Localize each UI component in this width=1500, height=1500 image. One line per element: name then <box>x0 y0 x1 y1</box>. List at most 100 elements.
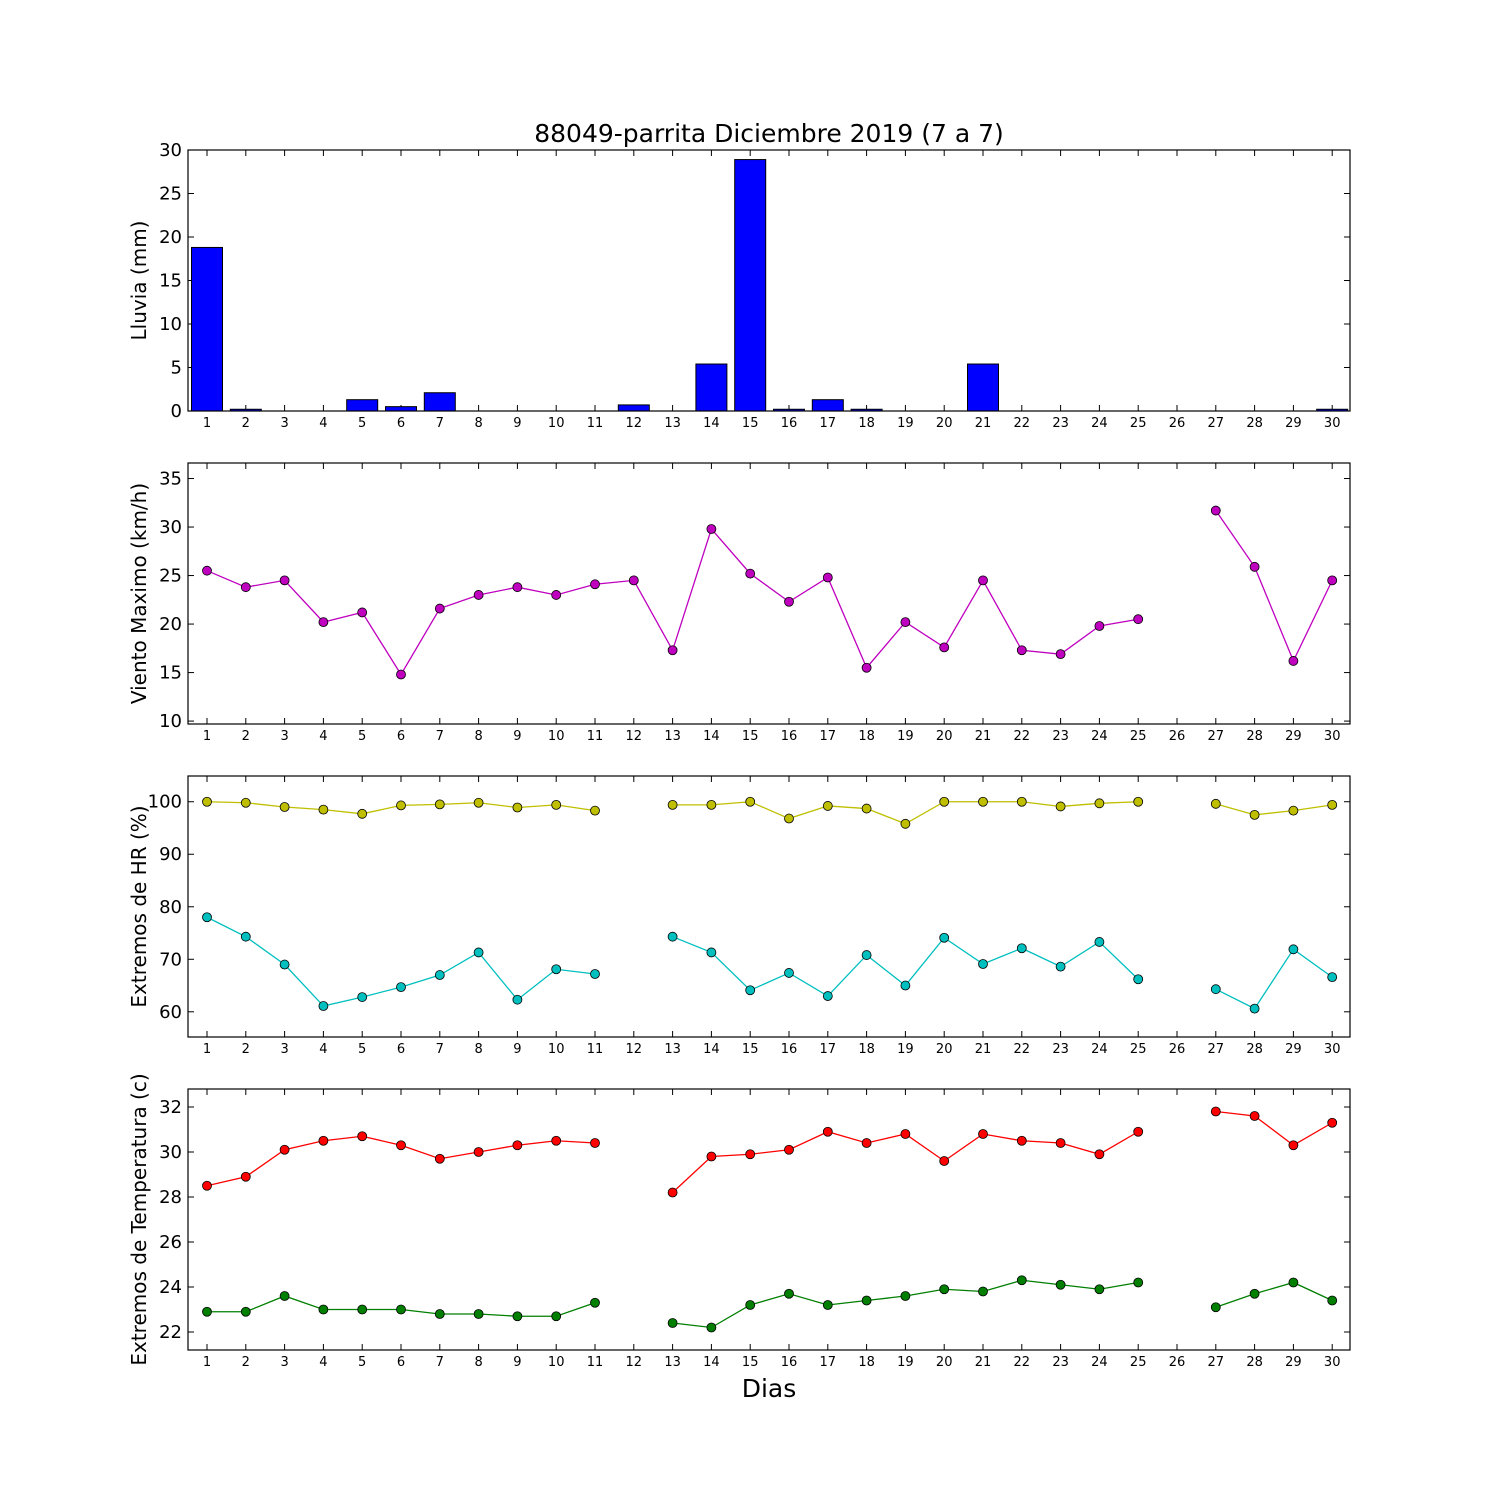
data-point-series-1-day-21 <box>978 796 988 807</box>
data-point-series-1-day-24 <box>1094 1149 1105 1160</box>
x-tick-label: 15 <box>742 729 759 744</box>
data-point-series-2-day-29 <box>1288 1277 1299 1288</box>
x-tick-label: 12 <box>626 416 643 431</box>
data-point-series-1-day-8 <box>473 1147 484 1157</box>
x-tick-label: 30 <box>1324 1042 1341 1057</box>
data-point-series-1-day-27 <box>1210 505 1221 516</box>
y-tick-label: 10 <box>159 314 182 335</box>
data-point-series-1-day-5 <box>357 607 368 618</box>
x-tick-label: 30 <box>1324 416 1341 431</box>
data-point-series-2-day-4 <box>318 1304 329 1315</box>
x-tick-label: 25 <box>1130 1355 1147 1370</box>
y-tick-label: 22 <box>159 1322 182 1343</box>
data-point-series-2-day-10 <box>551 964 562 975</box>
x-tick-label: 12 <box>626 1355 643 1370</box>
x-tick-label: 17 <box>820 416 837 431</box>
data-point-series-2-day-25 <box>1133 974 1144 985</box>
x-tick-label: 11 <box>587 1355 604 1370</box>
y-tick-label: 80 <box>159 897 182 918</box>
data-point-series-1-day-25 <box>1133 1126 1144 1137</box>
x-tick-label: 13 <box>664 1355 681 1370</box>
data-point-series-1-day-18 <box>861 803 872 814</box>
series-line-2 <box>1215 1281 1333 1308</box>
panel-frame <box>187 462 1351 725</box>
x-tick-label: 1 <box>203 1042 211 1057</box>
data-point-series-2-day-7 <box>434 1309 445 1319</box>
x-tick-label: 5 <box>358 1355 366 1370</box>
data-point-series-1-day-9 <box>512 1140 523 1151</box>
data-point-series-2-day-25 <box>1133 1277 1144 1288</box>
x-tick-label: 27 <box>1208 416 1225 431</box>
data-point-series-1-day-11 <box>590 805 600 816</box>
y-tick-label: 10 <box>159 711 182 732</box>
x-tick-label: 28 <box>1246 416 1263 431</box>
x-tick-label: 2 <box>242 729 250 744</box>
x-tick-label: 19 <box>897 1355 914 1370</box>
x-tick-label: 3 <box>280 416 288 431</box>
x-tick-label: 20 <box>936 729 953 744</box>
data-point-series-2-day-2 <box>240 1306 251 1317</box>
x-tick-label: 1 <box>203 416 211 431</box>
rain-bar-day-5 <box>346 399 379 412</box>
x-tick-label: 22 <box>1014 1042 1031 1057</box>
data-point-series-1-day-19 <box>900 818 911 829</box>
data-point-series-1-day-3 <box>279 802 290 812</box>
x-tick-label: 28 <box>1246 729 1263 744</box>
x-tick-label: 27 <box>1208 729 1225 744</box>
series-line-1 <box>1215 803 1333 816</box>
data-point-series-1-day-24 <box>1094 798 1105 809</box>
data-point-series-1-day-13 <box>667 645 678 656</box>
x-tick-label: 10 <box>548 1042 565 1057</box>
rain-bar-day-1 <box>191 246 223 412</box>
data-point-series-1-day-11 <box>590 579 600 590</box>
x-tick-label: 10 <box>548 416 565 431</box>
data-point-series-2-day-21 <box>978 959 988 969</box>
x-tick-label: 30 <box>1324 1355 1341 1370</box>
series-line-1 <box>672 1131 1139 1193</box>
x-tick-label: 6 <box>397 1042 405 1057</box>
x-tick-label: 24 <box>1091 416 1108 431</box>
x-tick-label: 11 <box>587 1042 604 1057</box>
data-point-series-1-day-15 <box>745 1149 756 1160</box>
series-line-1 <box>1215 1110 1333 1147</box>
x-tick-label: 8 <box>474 1042 482 1057</box>
x-tick-label: 19 <box>897 729 914 744</box>
data-point-series-1-day-20 <box>939 796 950 807</box>
data-point-series-2-day-27 <box>1210 1302 1221 1313</box>
y-tick-label: 26 <box>159 1232 182 1253</box>
data-point-series-2-day-5 <box>357 1304 368 1315</box>
x-tick-label: 28 <box>1246 1042 1263 1057</box>
data-point-series-1-day-25 <box>1133 614 1144 625</box>
x-tick-label: 29 <box>1285 1042 1302 1057</box>
data-point-series-2-day-1 <box>202 1306 212 1317</box>
x-tick-label: 25 <box>1130 729 1147 744</box>
data-point-series-1-day-8 <box>473 797 484 808</box>
x-tick-label: 4 <box>319 729 327 744</box>
x-tick-label: 1 <box>203 1355 211 1370</box>
x-tick-label: 6 <box>397 416 405 431</box>
x-tick-label: 9 <box>513 416 521 431</box>
data-point-series-2-day-17 <box>822 991 833 1001</box>
chart-title: 88049-parrita Diciembre 2019 (7 a 7) <box>534 119 1004 148</box>
data-point-series-1-day-2 <box>240 797 251 808</box>
data-point-series-1-day-7 <box>434 1153 445 1164</box>
y-tick-label: 30 <box>159 517 182 538</box>
data-point-series-1-day-2 <box>240 582 251 593</box>
panel-frame <box>187 149 1351 412</box>
x-tick-label: 3 <box>280 1355 288 1370</box>
x-tick-label: 20 <box>936 416 953 431</box>
data-point-series-2-day-16 <box>784 1288 794 1299</box>
x-tick-label: 19 <box>897 416 914 431</box>
rain-bar-day-7 <box>423 392 456 412</box>
data-point-series-2-day-4 <box>318 1001 329 1011</box>
x-tick-label: 11 <box>587 729 604 744</box>
data-point-series-1-day-23 <box>1055 649 1066 660</box>
x-tick-label: 23 <box>1052 1042 1069 1057</box>
data-point-series-1-day-11 <box>590 1138 600 1148</box>
data-point-series-2-day-14 <box>706 947 717 958</box>
data-point-series-1-day-14 <box>706 799 717 810</box>
y-axis-label: Viento Maximo (km/h) <box>127 483 151 704</box>
data-point-series-2-day-22 <box>1016 943 1027 954</box>
data-point-series-1-day-8 <box>473 590 484 600</box>
panel-frame <box>187 1088 1351 1351</box>
